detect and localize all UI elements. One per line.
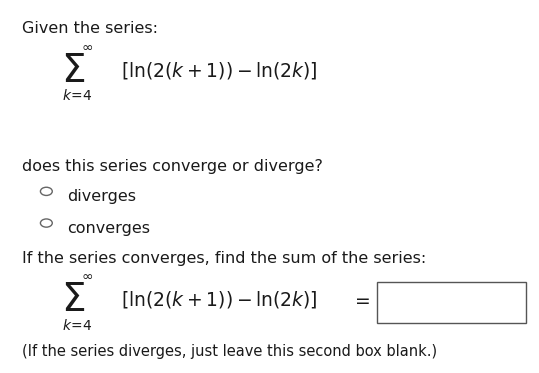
Text: $\Sigma$: $\Sigma$ xyxy=(61,281,85,319)
Text: $\infty$: $\infty$ xyxy=(81,269,93,283)
Text: $[\ln(2(k+1)) - \ln(2k)]$: $[\ln(2(k+1)) - \ln(2k)]$ xyxy=(121,60,318,81)
Text: converges: converges xyxy=(67,221,150,236)
Text: $=$: $=$ xyxy=(351,290,371,309)
Text: Given the series:: Given the series: xyxy=(22,21,157,35)
Text: If the series converges, find the sum of the series:: If the series converges, find the sum of… xyxy=(22,251,426,266)
Text: $\Sigma$: $\Sigma$ xyxy=(61,52,85,90)
Text: (If the series diverges, just leave this second box blank.): (If the series diverges, just leave this… xyxy=(22,344,437,359)
Text: $k\!=\!4$: $k\!=\!4$ xyxy=(62,88,92,103)
Text: $[\ln(2(k+1)) - \ln(2k)]$: $[\ln(2(k+1)) - \ln(2k)]$ xyxy=(121,289,318,310)
Text: does this series converge or diverge?: does this series converge or diverge? xyxy=(22,159,322,173)
Text: $k\!=\!4$: $k\!=\!4$ xyxy=(62,318,92,333)
Text: $\infty$: $\infty$ xyxy=(81,40,93,54)
FancyBboxPatch shape xyxy=(377,282,526,323)
Text: diverges: diverges xyxy=(67,189,136,204)
